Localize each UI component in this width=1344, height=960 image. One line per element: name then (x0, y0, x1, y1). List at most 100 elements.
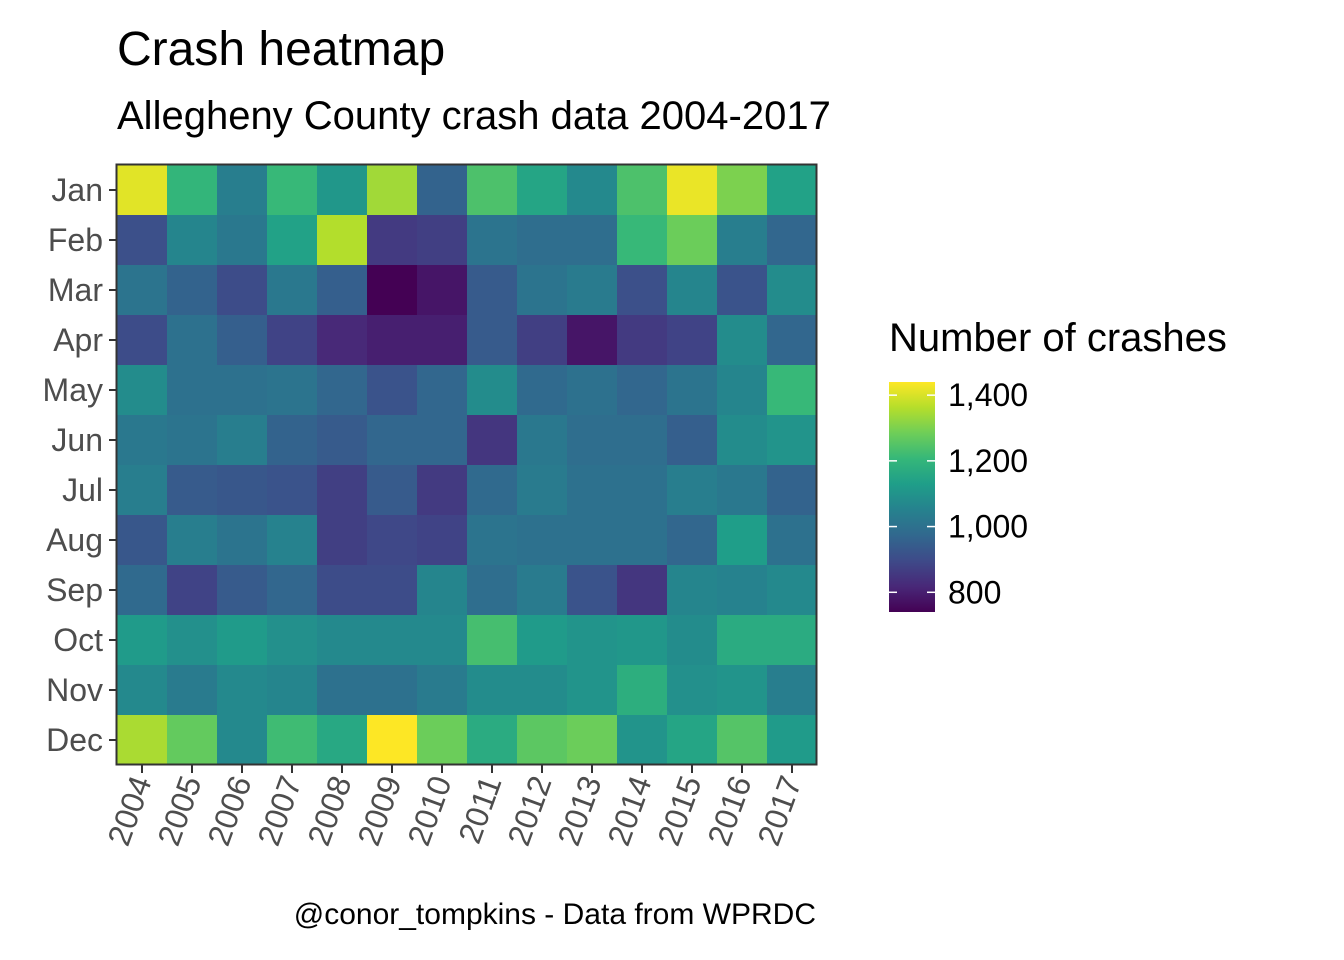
heatmap-cell-aug-2010 (417, 515, 468, 566)
heatmap-cell-sep-2004 (117, 565, 168, 616)
y-tick-label-feb: Feb (48, 222, 103, 258)
heatmap-cell-jan-2014 (617, 165, 668, 216)
heatmap-cell-nov-2015 (667, 665, 718, 716)
heatmap-cell-nov-2009 (367, 665, 418, 716)
heatmap-cell-aug-2013 (567, 515, 618, 566)
heatmap-cell-dec-2007 (267, 715, 318, 766)
heatmap-cell-jul-2005 (167, 465, 218, 516)
heatmap-cell-jun-2008 (317, 415, 368, 466)
heatmap-cell-feb-2016 (717, 215, 768, 266)
heatmap-cells (117, 165, 818, 766)
heatmap-cell-oct-2007 (267, 615, 318, 666)
heatmap-cell-oct-2004 (117, 615, 168, 666)
y-tick-label-nov: Nov (46, 672, 103, 708)
heatmap-cell-apr-2006 (217, 315, 268, 366)
heatmap-cell-jun-2009 (367, 415, 418, 466)
y-tick-label-oct: Oct (53, 622, 103, 658)
heatmap-cell-apr-2008 (317, 315, 368, 366)
heatmap-cell-aug-2017 (767, 515, 818, 566)
heatmap-cell-aug-2015 (667, 515, 718, 566)
heatmap-cell-jul-2006 (217, 465, 268, 516)
heatmap-cell-sep-2009 (367, 565, 418, 616)
heatmap-cell-mar-2006 (217, 265, 268, 316)
heatmap-cell-dec-2017 (767, 715, 818, 766)
heatmap-cell-may-2005 (167, 365, 218, 416)
heatmap-cell-feb-2014 (617, 215, 668, 266)
heatmap-cell-jan-2010 (417, 165, 468, 216)
heatmap-cell-mar-2005 (167, 265, 218, 316)
heatmap-cell-jan-2015 (667, 165, 718, 216)
heatmap-cell-apr-2005 (167, 315, 218, 366)
heatmap-cell-sep-2006 (217, 565, 268, 616)
heatmap-cell-jul-2015 (667, 465, 718, 516)
heatmap-cell-jul-2011 (467, 465, 518, 516)
heatmap-cell-jan-2006 (217, 165, 268, 216)
heatmap-cell-dec-2014 (617, 715, 668, 766)
heatmap-cell-jul-2016 (717, 465, 768, 516)
heatmap-cell-jun-2016 (717, 415, 768, 466)
heatmap-cell-mar-2011 (467, 265, 518, 316)
heatmap-cell-feb-2017 (767, 215, 818, 266)
heatmap-cell-aug-2007 (267, 515, 318, 566)
heatmap-cell-mar-2008 (317, 265, 368, 316)
heatmap-cell-feb-2008 (317, 215, 368, 266)
heatmap-cell-jan-2009 (367, 165, 418, 216)
heatmap-cell-jul-2013 (567, 465, 618, 516)
heatmap-cell-aug-2016 (717, 515, 768, 566)
heatmap-cell-sep-2005 (167, 565, 218, 616)
heatmap-cell-jan-2008 (317, 165, 368, 216)
heatmap-cell-oct-2014 (617, 615, 668, 666)
heatmap-cell-feb-2013 (567, 215, 618, 266)
legend-label-1200: 1,200 (948, 443, 1028, 479)
heatmap-cell-dec-2012 (517, 715, 568, 766)
heatmap-cell-may-2013 (567, 365, 618, 416)
y-tick-label-sep: Sep (46, 572, 103, 608)
heatmap-cell-oct-2015 (667, 615, 718, 666)
heatmap-cell-jul-2004 (117, 465, 168, 516)
heatmap-cell-jun-2006 (217, 415, 268, 466)
heatmap-cell-mar-2007 (267, 265, 318, 316)
heatmap-cell-aug-2004 (117, 515, 168, 566)
heatmap-cell-jul-2014 (617, 465, 668, 516)
heatmap-cell-oct-2011 (467, 615, 518, 666)
x-tick-label-2010: 2010 (400, 771, 458, 850)
heatmap-cell-jul-2010 (417, 465, 468, 516)
heatmap-cell-dec-2009 (367, 715, 418, 766)
heatmap-cell-jun-2015 (667, 415, 718, 466)
y-tick-label-dec: Dec (46, 722, 103, 758)
heatmap-cell-nov-2017 (767, 665, 818, 716)
legend-title: Number of crashes (889, 316, 1227, 360)
heatmap-cell-nov-2008 (317, 665, 368, 716)
heatmap-cell-mar-2013 (567, 265, 618, 316)
heatmap-cell-jan-2004 (117, 165, 168, 216)
y-axis: Jan Feb Mar Apr May Jun Jul Aug Sep Oct Nov Dec (43, 172, 117, 758)
y-tick-label-aug: Aug (46, 522, 103, 558)
heatmap-cell-jul-2012 (517, 465, 568, 516)
heatmap-cell-jul-2017 (767, 465, 818, 516)
heatmap-cell-may-2017 (767, 365, 818, 416)
heatmap-cell-may-2014 (617, 365, 668, 416)
heatmap-cell-dec-2005 (167, 715, 218, 766)
heatmap-cell-mar-2017 (767, 265, 818, 316)
heatmap-cell-mar-2004 (117, 265, 168, 316)
heatmap-cell-sep-2012 (517, 565, 568, 616)
heatmap-cell-oct-2006 (217, 615, 268, 666)
heatmap-cell-feb-2007 (267, 215, 318, 266)
heatmap-cell-apr-2016 (717, 315, 768, 366)
heatmap-cell-aug-2009 (367, 515, 418, 566)
heatmap-cell-jun-2012 (517, 415, 568, 466)
heatmap-cell-sep-2010 (417, 565, 468, 616)
legend-label-1000: 1,000 (948, 509, 1028, 545)
heatmap-cell-jun-2013 (567, 415, 618, 466)
heatmap-cell-jun-2010 (417, 415, 468, 466)
heatmap-cell-jun-2004 (117, 415, 168, 466)
heatmap-cell-dec-2006 (217, 715, 268, 766)
x-tick-label-2017: 2017 (750, 771, 808, 850)
y-tick-label-jan: Jan (51, 172, 103, 208)
heatmap-cell-nov-2006 (217, 665, 268, 716)
heatmap-cell-oct-2012 (517, 615, 568, 666)
heatmap-cell-mar-2016 (717, 265, 768, 316)
heatmap-cell-jan-2013 (567, 165, 618, 216)
heatmap-cell-feb-2004 (117, 215, 168, 266)
heatmap-cell-nov-2012 (517, 665, 568, 716)
